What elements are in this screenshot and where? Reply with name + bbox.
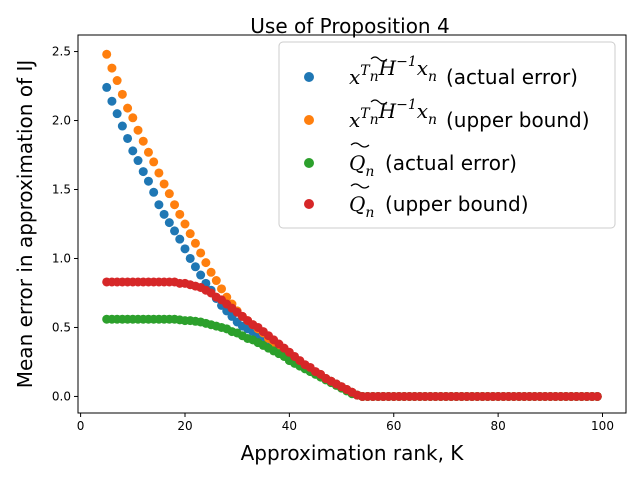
legend-label-suffix: (actual error) — [385, 151, 517, 175]
x-tick-label: 80 — [490, 419, 505, 433]
x-tick-label: 100 — [591, 419, 614, 433]
data-point-series-1 — [211, 276, 221, 286]
data-point-series-0 — [123, 133, 133, 143]
x-tick-label: 40 — [282, 419, 297, 433]
legend-label-suffix: (upper bound) — [385, 192, 529, 216]
x-tick-label: 0 — [77, 419, 85, 433]
y-tick-label: 2.0 — [52, 114, 71, 128]
data-point-series-0 — [164, 218, 174, 228]
data-points — [102, 49, 602, 401]
data-point-series-1 — [149, 157, 159, 167]
data-point-series-1 — [164, 189, 174, 199]
data-point-series-1 — [128, 113, 138, 123]
legend-label: xTnH−1xn — [349, 54, 437, 89]
y-axis-ticks: 0.0 0.5 1.0 1.5 2.0 2.5 — [52, 45, 78, 403]
legend-label-suffix: (upper bound) — [446, 108, 590, 132]
data-point-series-0 — [154, 200, 164, 210]
legend-marker — [304, 199, 314, 209]
data-point-series-1 — [112, 76, 122, 86]
data-point-series-1 — [185, 229, 195, 239]
legend: xTnH−1xn (actual error) xTnH−1xn (upper bou… — [278, 41, 616, 229]
x-tick-label: 60 — [386, 419, 401, 433]
data-point-series-1 — [143, 147, 153, 157]
data-point-series-0 — [102, 82, 112, 92]
y-tick-label: 2.5 — [52, 45, 71, 59]
data-point-series-0 — [180, 244, 190, 254]
data-point-series-1 — [190, 238, 200, 248]
data-point-series-1 — [133, 125, 143, 135]
data-point-series-1 — [217, 284, 227, 294]
tilde-accent — [350, 142, 370, 148]
legend-entry-2: Qn (actual error) — [304, 142, 517, 180]
data-point-series-0 — [112, 109, 122, 119]
data-point-series-1 — [159, 179, 169, 189]
x-axis-ticks: 0 20 40 60 80 100 — [77, 413, 614, 433]
x-axis-label: Approximation rank, K — [241, 441, 465, 465]
data-point-series-1 — [107, 63, 117, 73]
data-point-series-1 — [201, 258, 211, 268]
legend-label: Qn — [349, 192, 374, 221]
data-point-series-0 — [133, 156, 143, 166]
tilde-accent — [350, 183, 370, 189]
y-tick-label: 0.0 — [52, 389, 71, 403]
data-point-series-0 — [170, 226, 180, 236]
data-point-series-1 — [102, 49, 112, 59]
data-point-series-3 — [592, 391, 602, 401]
legend-entry-1: xTnH−1xn (upper bound) — [304, 97, 590, 132]
y-tick-label: 1.0 — [52, 251, 71, 265]
data-point-series-1 — [206, 267, 216, 277]
data-point-series-1 — [123, 103, 133, 113]
data-point-series-0 — [149, 187, 159, 197]
tilde-accent — [370, 56, 388, 62]
legend-marker — [304, 115, 314, 125]
x-tick-label: 20 — [177, 419, 192, 433]
chart-title: Use of Proposition 4 — [250, 14, 449, 38]
data-point-series-1 — [196, 248, 206, 258]
data-point-series-1 — [154, 168, 164, 178]
data-point-series-0 — [143, 176, 153, 186]
legend-box — [278, 41, 616, 229]
data-point-series-0 — [128, 146, 138, 156]
legend-marker — [304, 72, 314, 82]
data-point-series-0 — [159, 209, 169, 219]
data-point-series-1 — [180, 219, 190, 229]
data-point-series-0 — [138, 167, 148, 177]
legend-marker — [304, 158, 314, 168]
data-point-series-1 — [138, 136, 148, 146]
legend-entry-0: xTnH−1xn (actual error) — [304, 54, 578, 89]
legend-entries: xTnH−1xn (actual error) xTnH−1xn (upper bou… — [304, 54, 590, 221]
data-point-series-0 — [107, 96, 117, 106]
y-tick-label: 0.5 — [52, 320, 71, 334]
data-point-series-0 — [185, 253, 195, 263]
plot-frame — [77, 34, 627, 414]
tilde-accent — [370, 99, 388, 105]
data-point-series-1 — [175, 209, 185, 219]
data-point-series-0 — [196, 270, 206, 280]
data-point-series-1 — [117, 89, 127, 99]
legend-label-suffix: (actual error) — [446, 65, 578, 89]
data-point-series-1 — [170, 200, 180, 210]
y-axis-label: Mean error in approximation of IJ — [13, 60, 37, 389]
data-point-series-0 — [175, 234, 185, 244]
data-point-series-0 — [117, 121, 127, 131]
data-point-series-0 — [190, 262, 200, 272]
legend-label: Qn — [349, 151, 374, 180]
legend-entry-3: Qn (upper bound) — [304, 183, 529, 221]
y-tick-label: 1.5 — [52, 183, 71, 197]
legend-label: xTnH−1xn — [349, 97, 437, 132]
